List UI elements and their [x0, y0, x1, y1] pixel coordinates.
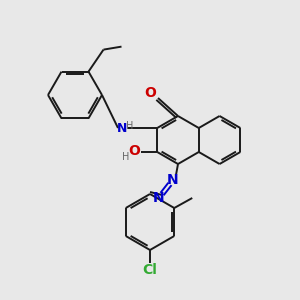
Text: N: N [153, 191, 165, 205]
Text: O: O [128, 144, 140, 158]
Text: O: O [144, 86, 156, 100]
Text: H: H [126, 121, 134, 131]
Text: H: H [122, 152, 129, 162]
Text: N: N [167, 173, 179, 187]
Text: N: N [117, 122, 127, 134]
Text: Cl: Cl [142, 263, 158, 277]
